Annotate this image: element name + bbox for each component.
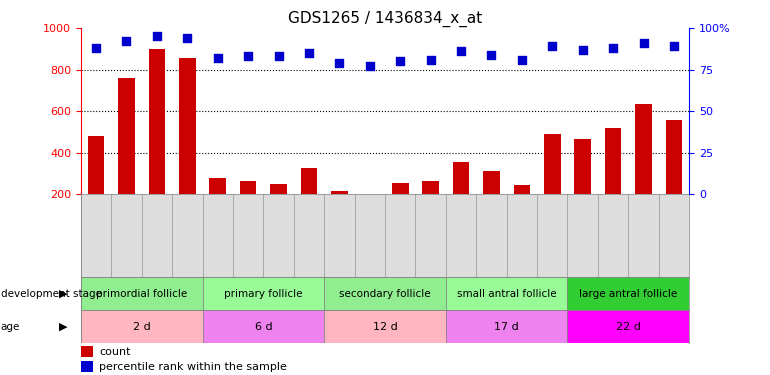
- Text: primordial follicle: primordial follicle: [96, 288, 187, 298]
- Text: large antral follicle: large antral follicle: [579, 288, 678, 298]
- Bar: [179, 58, 196, 194]
- Bar: [331, 191, 348, 194]
- Point: [424, 57, 437, 63]
- Text: 22 d: 22 d: [616, 322, 641, 332]
- Bar: [324, 310, 446, 343]
- Bar: [203, 310, 324, 343]
- Text: small antral follicle: small antral follicle: [457, 288, 557, 298]
- Bar: [203, 277, 324, 310]
- Bar: [81, 310, 203, 343]
- Point: [546, 44, 558, 50]
- Point: [607, 45, 619, 51]
- Text: percentile rank within the sample: percentile rank within the sample: [99, 362, 287, 372]
- Bar: [665, 120, 682, 194]
- Point: [668, 44, 680, 50]
- Bar: [567, 277, 689, 310]
- Point: [333, 60, 346, 66]
- Point: [577, 47, 589, 53]
- Text: secondary follicle: secondary follicle: [340, 288, 430, 298]
- Bar: [361, 194, 378, 195]
- Bar: [446, 310, 567, 343]
- Bar: [446, 277, 567, 310]
- Title: GDS1265 / 1436834_x_at: GDS1265 / 1436834_x_at: [288, 10, 482, 27]
- Point: [516, 57, 528, 63]
- Point: [303, 50, 315, 56]
- Bar: [209, 178, 226, 194]
- Text: 6 d: 6 d: [255, 322, 272, 332]
- Point: [90, 45, 102, 51]
- Bar: [567, 310, 689, 343]
- Bar: [81, 361, 93, 372]
- Bar: [324, 277, 446, 310]
- Bar: [544, 134, 561, 194]
- Point: [273, 53, 285, 59]
- Point: [212, 55, 224, 61]
- Point: [485, 52, 497, 58]
- Text: 12 d: 12 d: [373, 322, 397, 332]
- Point: [151, 33, 163, 39]
- Point: [455, 48, 467, 54]
- Text: ▶: ▶: [59, 322, 68, 332]
- Bar: [118, 78, 135, 194]
- Text: development stage: development stage: [1, 288, 102, 298]
- Text: count: count: [99, 346, 131, 357]
- Text: primary follicle: primary follicle: [224, 288, 303, 298]
- Bar: [88, 136, 105, 194]
- Text: 17 d: 17 d: [494, 322, 519, 332]
- Bar: [81, 346, 93, 357]
- Text: age: age: [1, 322, 20, 332]
- Bar: [635, 104, 652, 194]
- Bar: [300, 168, 317, 194]
- Bar: [239, 180, 256, 194]
- Bar: [270, 184, 287, 194]
- Point: [242, 53, 254, 59]
- Point: [181, 35, 193, 41]
- Text: 2 d: 2 d: [132, 322, 151, 332]
- Bar: [483, 171, 500, 194]
- Bar: [81, 277, 203, 310]
- Point: [363, 63, 376, 69]
- Bar: [604, 128, 621, 194]
- Bar: [392, 183, 409, 194]
- Point: [638, 40, 650, 46]
- Text: ▶: ▶: [59, 288, 68, 298]
- Bar: [514, 184, 531, 194]
- Bar: [422, 180, 439, 194]
- Bar: [453, 162, 470, 194]
- Bar: [574, 139, 591, 194]
- Point: [120, 38, 132, 44]
- Bar: [149, 49, 166, 194]
- Point: [394, 58, 407, 64]
